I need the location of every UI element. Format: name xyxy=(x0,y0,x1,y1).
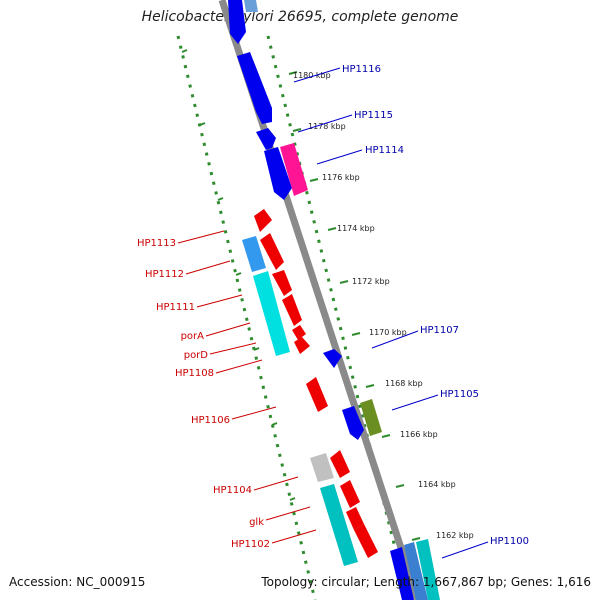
label-hp1108[interactable]: HP1108 xyxy=(175,368,214,379)
ruler-1170: 1170 kbp xyxy=(369,328,407,337)
ruler-labels: 1180 kbp 1178 kbp 1176 kbp 1174 kbp 1172… xyxy=(293,71,474,540)
gene-hp1104[interactable] xyxy=(330,450,350,478)
gene-hp1114[interactable] xyxy=(264,147,292,200)
gene-hp1100-c[interactable] xyxy=(416,539,440,600)
gene-hp1106[interactable] xyxy=(306,377,328,412)
label-hp1104[interactable]: HP1104 xyxy=(213,485,252,496)
gene-top-lightblue[interactable] xyxy=(244,0,258,12)
ruler-1178: 1178 kbp xyxy=(308,122,346,131)
forward-gene-labels: HP1116 HP1115 HP1114 HP1107 HP1105 HP110… xyxy=(293,64,529,559)
outer-tick-track xyxy=(266,35,421,600)
gene-glk-cyan[interactable] xyxy=(320,484,358,566)
topology-text: Topology: circular; Length: 1,667,867 bp… xyxy=(261,575,591,589)
gene-hp1105[interactable] xyxy=(342,406,364,440)
label-hp1113[interactable]: HP1113 xyxy=(137,238,176,249)
gene-hpora[interactable] xyxy=(282,294,302,326)
ruler-1162: 1162 kbp xyxy=(436,531,474,540)
ruler-1166: 1166 kbp xyxy=(400,430,438,439)
label-hp1102[interactable]: HP1102 xyxy=(231,539,270,550)
gene-hp1115[interactable] xyxy=(256,128,276,150)
gene-hp1113[interactable] xyxy=(254,209,272,232)
gene-hp1116[interactable] xyxy=(237,52,272,124)
label-hp1116[interactable]: HP1116 xyxy=(342,64,381,75)
gene-hp1108[interactable] xyxy=(294,337,310,354)
gene-glk[interactable] xyxy=(340,480,360,508)
label-hp1106[interactable]: HP1106 xyxy=(191,415,230,426)
label-pord[interactable]: porD xyxy=(184,350,209,361)
gene-hpord[interactable] xyxy=(292,325,306,340)
gene-hp1112[interactable] xyxy=(260,233,284,270)
ruler-1164: 1164 kbp xyxy=(418,480,456,489)
ruler-1174: 1174 kbp xyxy=(337,224,375,233)
ruler-1172: 1172 kbp xyxy=(352,277,390,286)
ruler-1168: 1168 kbp xyxy=(385,379,423,388)
gene-hp1105-olive[interactable] xyxy=(360,399,382,436)
label-glk[interactable]: glk xyxy=(249,517,264,528)
label-pora[interactable]: porA xyxy=(181,331,205,342)
ruler-1180: 1180 kbp xyxy=(293,71,331,80)
label-hp1114[interactable]: HP1114 xyxy=(365,145,404,156)
gene-hp1111[interactable] xyxy=(272,270,292,296)
reverse-strand-genes xyxy=(242,209,378,566)
gene-hp1102[interactable] xyxy=(354,524,378,558)
label-hp1111[interactable]: HP1111 xyxy=(156,302,195,313)
genome-title: Helicobacter pylori 26695, complete geno… xyxy=(141,9,459,25)
gene-hp1100[interactable] xyxy=(390,547,414,600)
forward-strand-genes xyxy=(228,0,440,600)
gene-glk-b[interactable] xyxy=(346,507,364,530)
gene-hp1107[interactable] xyxy=(323,349,342,368)
gene-hp1112-blue[interactable] xyxy=(242,236,266,272)
label-hp1115[interactable]: HP1115 xyxy=(354,110,393,121)
gene-hp1100-b[interactable] xyxy=(404,542,428,600)
ruler-1176: 1176 kbp xyxy=(322,173,360,182)
label-hp1100[interactable]: HP1100 xyxy=(490,536,529,547)
inner-tick-track xyxy=(176,35,317,600)
accession-text: Accession: NC_000915 xyxy=(9,575,146,589)
gene-top-blue[interactable] xyxy=(228,0,246,44)
gene-hp1111-cyan[interactable] xyxy=(253,271,290,356)
label-hp1107[interactable]: HP1107 xyxy=(420,325,459,336)
label-hp1112[interactable]: HP1112 xyxy=(145,269,184,280)
gene-hp1104-grey[interactable] xyxy=(310,453,334,482)
label-hp1105[interactable]: HP1105 xyxy=(440,389,479,400)
reverse-gene-labels: HP1113 HP1112 HP1111 porA porD HP1108 HP… xyxy=(137,230,317,550)
gene-hp1114-pink[interactable] xyxy=(280,143,308,196)
